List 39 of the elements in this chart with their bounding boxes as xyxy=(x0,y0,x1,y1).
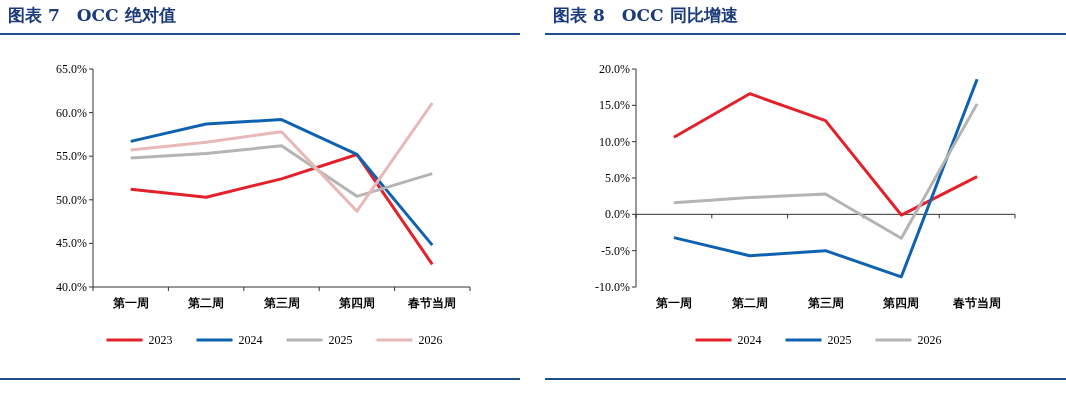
x-tick-label: 春节当周 xyxy=(407,296,457,310)
y-tick-label: 20.0% xyxy=(599,62,630,76)
y-tick-label: 5.0% xyxy=(605,171,630,185)
x-tick-label: 第一周 xyxy=(654,296,692,310)
y-tick-label: 60.0% xyxy=(56,105,87,120)
legend-label: 2023 xyxy=(148,333,173,347)
x-tick-label: 第一周 xyxy=(111,296,149,310)
x-tick-label: 第四周 xyxy=(882,296,920,310)
x-tick-label: 第三周 xyxy=(262,296,300,310)
legend-label: 2024 xyxy=(238,333,263,347)
y-tick-label: 55.0% xyxy=(56,149,87,164)
legend-label: 2025 xyxy=(328,333,353,347)
y-tick-label: 65.0% xyxy=(56,62,87,76)
x-tick-label: 第二周 xyxy=(730,296,768,310)
y-tick-label: 45.0% xyxy=(56,236,87,251)
line-series xyxy=(129,118,434,247)
line-series xyxy=(672,92,979,217)
line-series xyxy=(672,102,979,240)
y-tick-label: 50.0% xyxy=(56,192,87,207)
legend-label: 2026 xyxy=(917,333,942,347)
line-series xyxy=(129,101,434,213)
x-tick-label: 第四周 xyxy=(337,296,375,310)
y-tick-label: 40.0% xyxy=(56,280,87,294)
y-tick-label: 10.0% xyxy=(599,134,630,149)
line-series xyxy=(129,152,434,266)
y-tick-label: 15.0% xyxy=(599,98,630,113)
chart-title: 图表 8 OCC 同比增速 xyxy=(553,4,738,27)
x-tick-label: 第三周 xyxy=(806,296,844,310)
legend-label: 2026 xyxy=(418,333,443,347)
line-series xyxy=(672,77,979,279)
legend-label: 2025 xyxy=(827,333,852,347)
y-tick-label: 0.0% xyxy=(605,207,630,222)
y-tick-label: -10.0% xyxy=(595,280,630,294)
legend-label: 2024 xyxy=(737,333,762,347)
x-tick-label: 春节当周 xyxy=(952,296,1002,310)
x-tick-label: 第二周 xyxy=(187,296,225,310)
chart-title: 图表 7 OCC 绝对值 xyxy=(8,4,176,27)
y-tick-label: -5.0% xyxy=(601,243,630,258)
line-series xyxy=(129,144,434,198)
